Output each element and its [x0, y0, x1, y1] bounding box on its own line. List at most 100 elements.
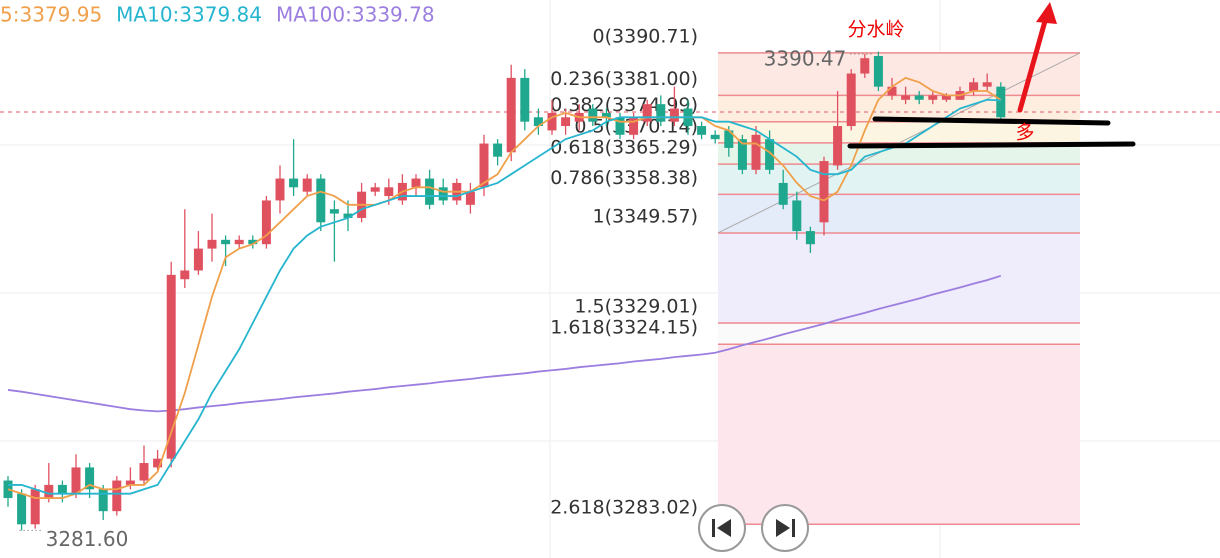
candle-body — [71, 467, 81, 494]
candle-body — [629, 117, 639, 135]
candle-body — [710, 134, 720, 140]
drawings — [847, 2, 1136, 149]
fib-band — [718, 142, 1080, 165]
annotation: 分水岭 — [847, 19, 904, 41]
step-back-button[interactable] — [698, 504, 746, 552]
candle-body — [737, 139, 747, 170]
candle-body — [873, 56, 883, 87]
candle-body — [669, 108, 679, 122]
candle-body — [914, 95, 924, 100]
candle-body — [302, 178, 312, 192]
candle-body — [139, 463, 149, 481]
label-layer: 3390.47 3281.60 — [7, 46, 1002, 551]
candle-body — [411, 178, 421, 188]
candle-body — [425, 178, 435, 205]
candle-body — [343, 213, 353, 218]
candle-body — [819, 161, 829, 223]
candle-body — [697, 126, 707, 135]
fib-label: 0.236(3381.00) — [550, 68, 698, 90]
candle-body — [588, 108, 598, 122]
candle-body — [805, 231, 815, 245]
arrow-head — [1036, 2, 1057, 24]
candle-body — [248, 239, 258, 245]
legend-entry: MA100:3339.78 — [276, 3, 435, 27]
candle-body — [724, 130, 734, 148]
candle-body — [860, 58, 870, 74]
candle-body — [44, 484, 54, 499]
candle-body — [561, 117, 571, 127]
candle-body — [901, 95, 911, 100]
hand-line — [872, 116, 1111, 126]
candle-body — [125, 480, 135, 485]
candle-body — [846, 73, 856, 127]
candle-body — [112, 480, 122, 512]
candle-body — [465, 191, 475, 205]
candle-body — [261, 200, 271, 245]
ma-line — [7, 76, 1002, 499]
hand-line — [847, 141, 1136, 149]
candle-body — [30, 489, 40, 525]
candle-body — [316, 178, 326, 223]
annotation: 多 — [1015, 122, 1034, 144]
candle-body — [180, 270, 190, 280]
fib-band — [718, 164, 1080, 195]
fib-label: 0.786(3358.38) — [550, 167, 698, 189]
candle-body — [98, 489, 108, 512]
candle-body — [792, 200, 802, 232]
fib-band — [718, 121, 1080, 143]
ma-line — [8, 98, 1001, 495]
arrow — [1017, 11, 1050, 113]
candle-body — [506, 77, 516, 153]
replay-buttons — [698, 504, 809, 552]
candle-body — [996, 86, 1006, 118]
candle-body — [642, 104, 652, 122]
candle-body — [17, 493, 27, 525]
candle-body — [221, 239, 231, 245]
fib-band — [718, 322, 1080, 345]
legend-entry: 5:3379.95 — [0, 3, 102, 27]
fib-label: 1.5(3329.01) — [574, 295, 698, 317]
candle-body — [982, 82, 992, 87]
icon — [712, 519, 715, 537]
candle-body — [289, 178, 299, 188]
legend-entry: MA10:3379.84 — [116, 3, 262, 27]
candle-body — [193, 248, 203, 271]
candle-body — [533, 117, 543, 127]
fib-label: 1.618(3324.15) — [550, 317, 698, 339]
candle-body — [438, 187, 448, 201]
candle-body — [275, 178, 285, 201]
candle-body — [520, 77, 530, 122]
candle-body — [207, 239, 217, 249]
fib-label: 0.618(3365.29) — [550, 137, 698, 159]
candle-body — [234, 239, 244, 245]
candle-body — [615, 117, 625, 135]
fib-band — [718, 344, 1080, 525]
fib-label: 2.618(3283.02) — [550, 497, 698, 519]
fib-band — [718, 232, 1080, 323]
legend: 5:3379.95 MA10:3379.84 MA100:3339.78 — [0, 3, 435, 27]
candle-body — [329, 209, 339, 214]
candle-body — [887, 86, 897, 96]
candle-body — [601, 112, 611, 118]
candle-body — [166, 274, 176, 459]
candle-body — [370, 187, 380, 192]
candle-body — [85, 467, 95, 490]
candle-body — [778, 182, 788, 205]
step-forward-button[interactable] — [761, 504, 809, 552]
candle-body — [479, 143, 489, 188]
candle-body — [656, 104, 666, 122]
candle-body — [751, 134, 761, 170]
fib-trend-line — [717, 52, 1081, 234]
candle-body — [765, 139, 775, 170]
candle-body — [547, 112, 557, 131]
fib-label: 0(3390.71) — [593, 25, 698, 47]
candle-body — [384, 187, 394, 197]
candle-body — [493, 143, 503, 157]
high-label: 3390.47 — [764, 46, 847, 70]
candle-body — [57, 484, 67, 494]
fib-layer: 0(3390.71)0.236(3381.00)0.382(3374.99)0.… — [0, 25, 1220, 525]
fib-band — [718, 52, 1080, 96]
icon — [717, 519, 731, 537]
